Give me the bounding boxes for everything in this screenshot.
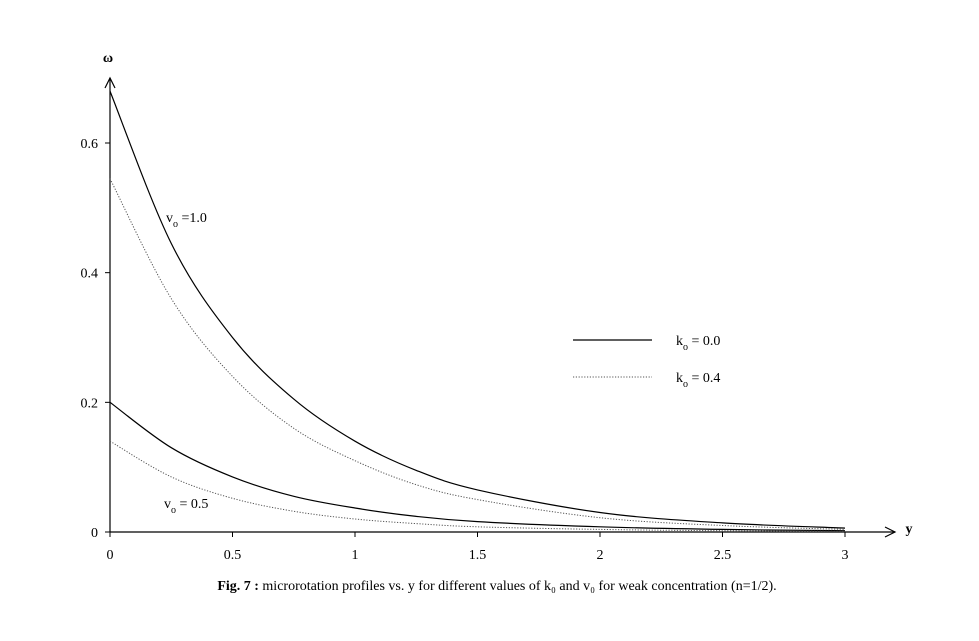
x-tick-label: 0 xyxy=(107,548,114,563)
x-axis-arrow xyxy=(884,526,897,538)
y-axis-label: ω xyxy=(103,51,113,66)
legend: ko = 0.0 ko = 0.4 xyxy=(573,334,720,390)
x-tick-label: 1.5 xyxy=(469,548,487,563)
svg-text:vo =1.0: vo =1.0 xyxy=(166,211,207,230)
svg-text:vo = 0.5: vo = 0.5 xyxy=(164,497,208,516)
annotation-v-0-5: vo = 0.5 xyxy=(164,497,208,516)
series-group xyxy=(109,90,846,532)
y-tick-label: 0.2 xyxy=(81,396,99,411)
y-axis-arrow xyxy=(104,76,116,89)
x-tick-label: 0.5 xyxy=(224,548,242,563)
x-tick-label: 2.5 xyxy=(714,548,732,563)
x-tick-label: 1 xyxy=(352,548,359,563)
x-tick-label: 3 xyxy=(842,548,849,563)
series-line-3 xyxy=(109,440,846,532)
series-line-2 xyxy=(109,401,846,532)
x-ticks: 0 0.5 1 1.5 2 2.5 3 xyxy=(107,532,849,563)
y-ticks: 0 0.2 0.4 0.6 xyxy=(81,137,110,541)
x-tick-label: 2 xyxy=(597,548,604,563)
plot-area: ω y 0 0.5 1 1.5 2 2.5 3 0 0.2 0.4 0.6 vo =1.0 vo … xyxy=(81,51,913,594)
y-tick-label: 0.4 xyxy=(81,267,99,282)
annotation-v-1-0: vo =1.0 xyxy=(166,211,207,230)
figure-caption: Fig. 7 : microrotation profiles vs. y fo… xyxy=(217,579,776,594)
legend-label-k-0-4: ko = 0.4 xyxy=(676,371,720,390)
series-line-0 xyxy=(109,90,846,529)
y-tick-label: 0.6 xyxy=(81,137,99,152)
x-axis-label: y xyxy=(906,522,913,537)
y-tick-label: 0 xyxy=(91,526,98,541)
series-line-1 xyxy=(109,178,846,530)
legend-label-k-0-0: ko = 0.0 xyxy=(676,334,720,353)
